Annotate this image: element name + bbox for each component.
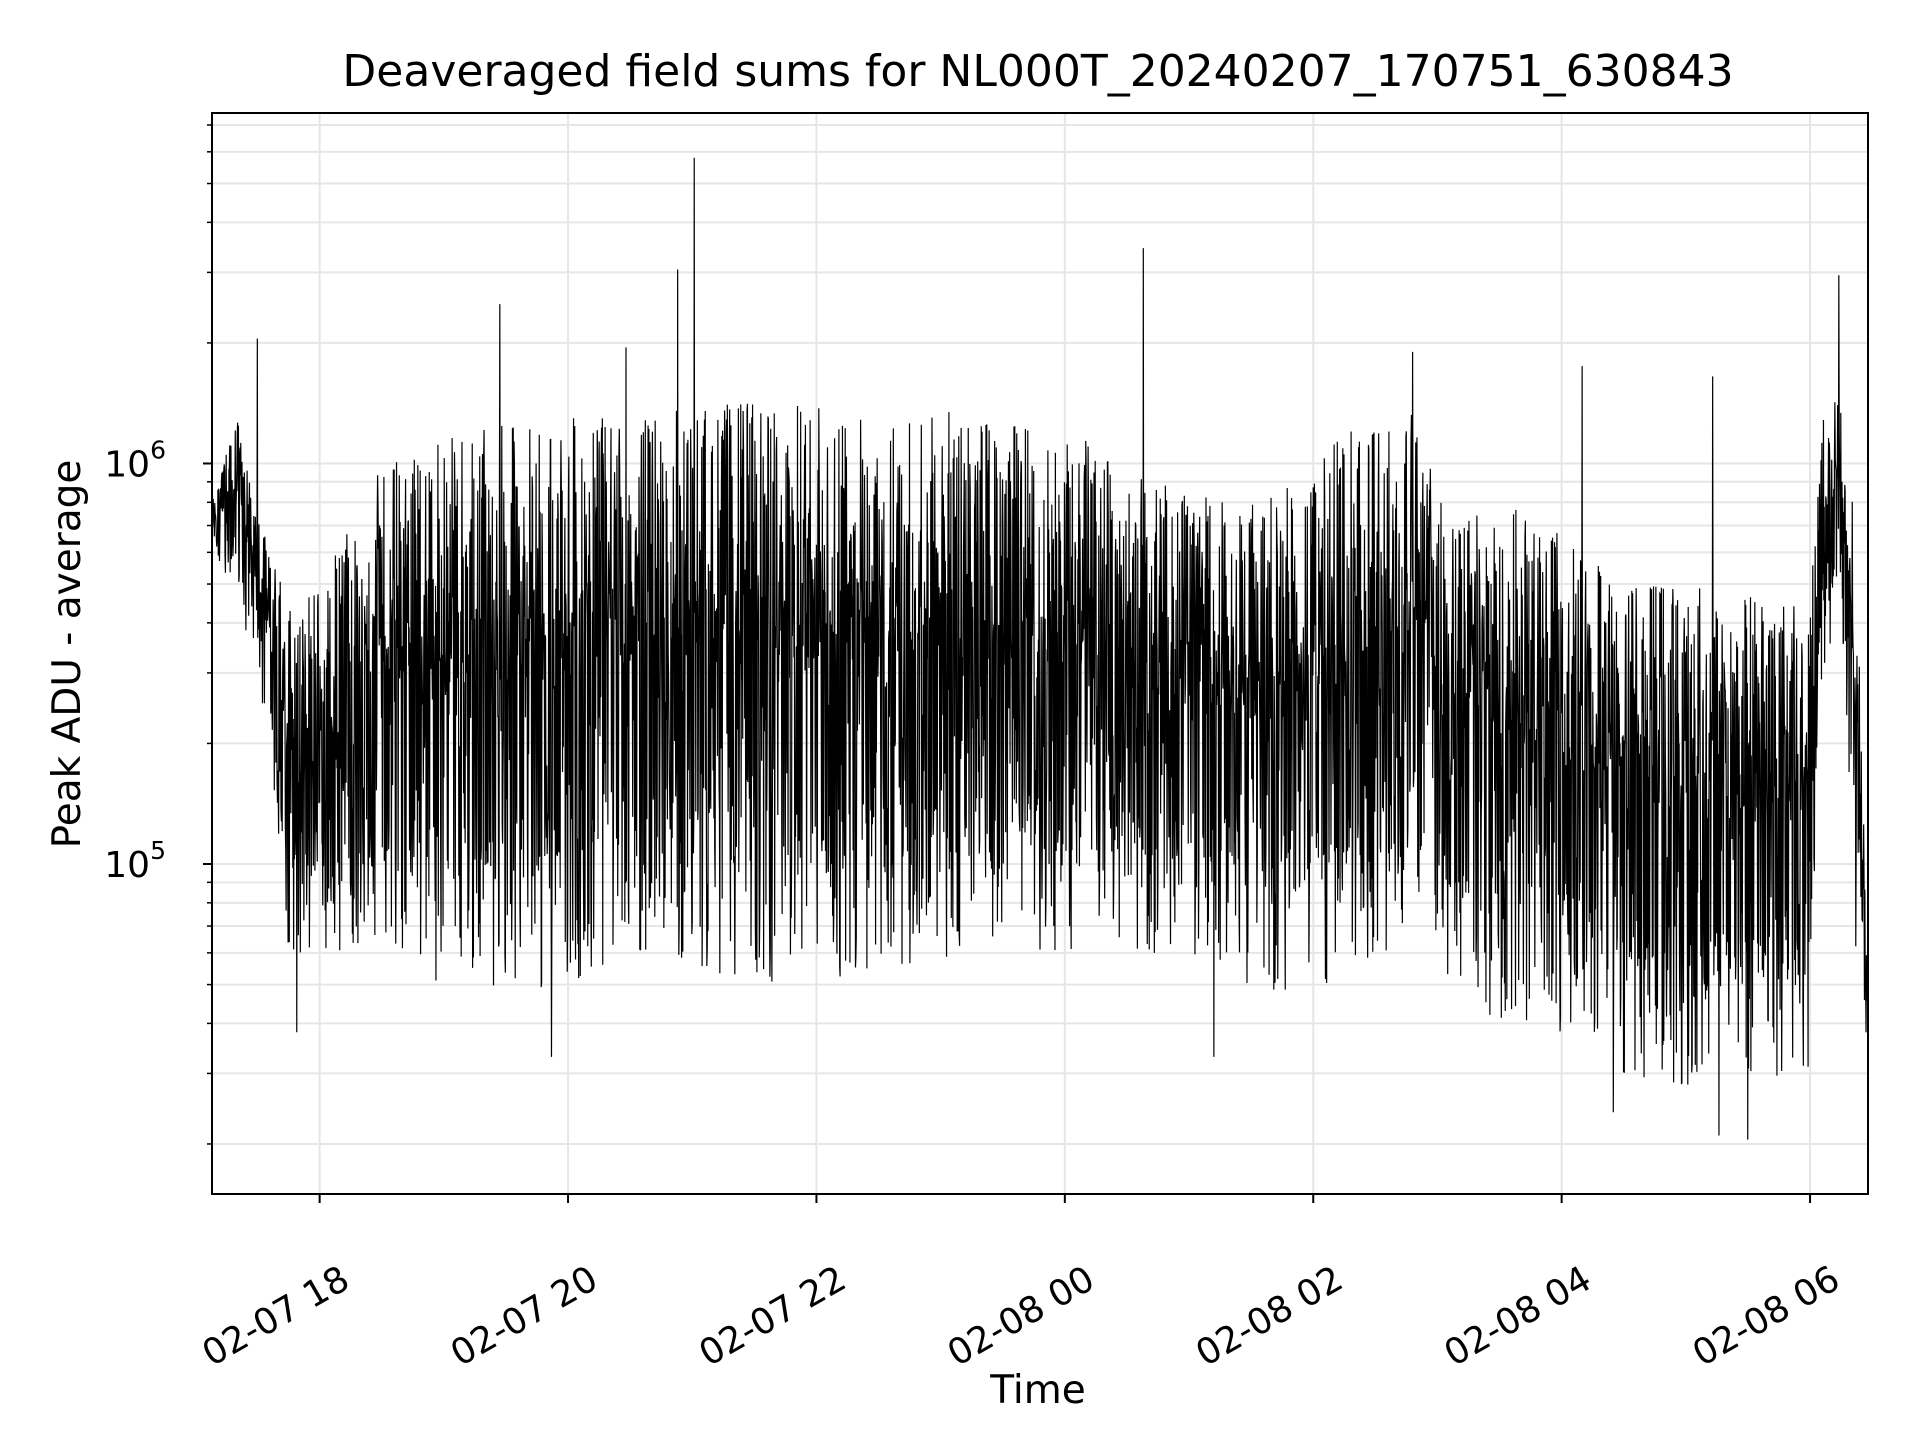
chart-title: Deaveraged field sums for NL000T_2024020…	[342, 46, 1733, 97]
y-tick-exponent: 6	[150, 435, 166, 464]
y-tick-base: 10	[104, 444, 150, 485]
series-line	[211, 157, 1869, 1140]
plot-area	[211, 112, 1869, 1195]
y-tick-exponent: 5	[150, 836, 166, 865]
y-axis-label: Peak ADU - average	[45, 460, 90, 849]
y-tick-label: 106	[104, 435, 166, 485]
y-tick-label: 105	[104, 836, 166, 886]
data-series	[211, 157, 1869, 1140]
x-axis-label: Time	[989, 1368, 1085, 1413]
y-tick-base: 10	[104, 845, 150, 886]
